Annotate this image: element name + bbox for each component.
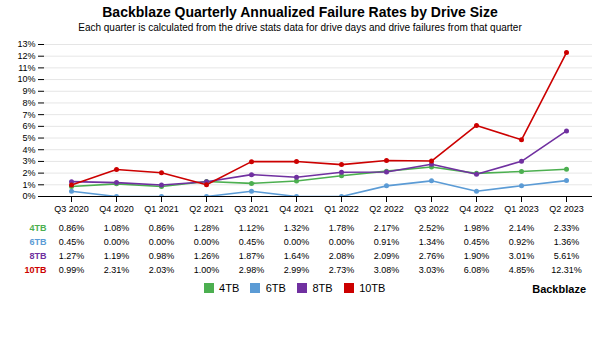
- svg-text:0%: 0%: [22, 191, 35, 201]
- svg-text:0.92%: 0.92%: [509, 237, 535, 247]
- svg-text:0.86%: 0.86%: [149, 223, 175, 233]
- svg-text:0.00%: 0.00%: [104, 237, 130, 247]
- svg-text:2.09%: 2.09%: [374, 251, 400, 261]
- svg-text:13%: 13%: [17, 39, 35, 49]
- html-text:8TB: 8TB: [312, 282, 333, 295]
- svg-text:0.00%: 0.00%: [194, 237, 220, 247]
- svg-text:1.90%: 1.90%: [464, 251, 490, 261]
- html-text:4TB: 4TB: [219, 282, 240, 295]
- svg-text:Q3 2020: Q3 2020: [54, 204, 89, 214]
- html-text:Each quarter is calculated fro: Each quarter is calculated from the driv…: [78, 22, 522, 33]
- svg-text:Q1 2023: Q1 2023: [504, 204, 539, 214]
- html-text:6TB: 6TB: [265, 282, 286, 295]
- svg-text:7%: 7%: [22, 110, 35, 120]
- html-text:Backblaze: Backblaze: [532, 283, 586, 295]
- svg-text:0.45%: 0.45%: [59, 237, 85, 247]
- svg-text:Q3 2021: Q3 2021: [234, 204, 269, 214]
- svg-text:5.61%: 5.61%: [554, 251, 580, 261]
- svg-text:1.27%: 1.27%: [59, 251, 85, 261]
- svg-text:1.12%: 1.12%: [239, 223, 265, 233]
- svg-text:6%: 6%: [22, 121, 35, 131]
- html-text:10TB: 10TB: [359, 282, 386, 295]
- svg-text:12%: 12%: [17, 51, 35, 61]
- svg-text:2.99%: 2.99%: [284, 265, 310, 275]
- svg-text:3.01%: 3.01%: [509, 251, 535, 261]
- svg-text:1.00%: 1.00%: [194, 265, 220, 275]
- svg-text:1.08%: 1.08%: [104, 223, 130, 233]
- svg-text:1.36%: 1.36%: [554, 237, 580, 247]
- svg-text:1%: 1%: [22, 180, 35, 190]
- svg-text:Q4 2020: Q4 2020: [99, 204, 134, 214]
- svg-text:1.28%: 1.28%: [194, 223, 220, 233]
- svg-text:2.33%: 2.33%: [554, 223, 580, 233]
- svg-text:1.26%: 1.26%: [194, 251, 220, 261]
- svg-text:0.86%: 0.86%: [59, 223, 85, 233]
- svg-text:0.91%: 0.91%: [374, 237, 400, 247]
- svg-text:1.78%: 1.78%: [329, 223, 355, 233]
- svg-text:12.31%: 12.31%: [551, 265, 582, 275]
- svg-text:8TB: 8TB: [29, 251, 47, 261]
- svg-text:9%: 9%: [22, 86, 35, 96]
- svg-text:8%: 8%: [22, 98, 35, 108]
- svg-text:2%: 2%: [22, 168, 35, 178]
- svg-text:1.19%: 1.19%: [104, 251, 130, 261]
- svg-text:4.85%: 4.85%: [509, 265, 535, 275]
- svg-text:2.14%: 2.14%: [509, 223, 535, 233]
- svg-text:Q2 2023: Q2 2023: [549, 204, 584, 214]
- svg-text:1.32%: 1.32%: [284, 223, 310, 233]
- svg-text:1.64%: 1.64%: [284, 251, 310, 261]
- svg-text:2.52%: 2.52%: [419, 223, 445, 233]
- svg-text:2.17%: 2.17%: [374, 223, 400, 233]
- html-text:Backblaze Quarterly Annualized: Backblaze Quarterly Annualized Failure R…: [102, 4, 498, 20]
- svg-text:4TB: 4TB: [29, 223, 47, 233]
- svg-text:0.45%: 0.45%: [239, 237, 265, 247]
- svg-text:Q4 2021: Q4 2021: [279, 204, 314, 214]
- svg-text:Q2 2022: Q2 2022: [369, 204, 404, 214]
- svg-text:0.99%: 0.99%: [59, 265, 85, 275]
- svg-text:6.08%: 6.08%: [464, 265, 490, 275]
- svg-text:Q4 2022: Q4 2022: [459, 204, 494, 214]
- svg-text:2.03%: 2.03%: [149, 265, 175, 275]
- svg-text:2.73%: 2.73%: [329, 265, 355, 275]
- svg-text:5%: 5%: [22, 133, 35, 143]
- svg-text:2.76%: 2.76%: [419, 251, 445, 261]
- svg-text:1.87%: 1.87%: [239, 251, 265, 261]
- svg-text:0.00%: 0.00%: [284, 237, 310, 247]
- svg-text:Q1 2022: Q1 2022: [324, 204, 359, 214]
- svg-text:0.00%: 0.00%: [329, 237, 355, 247]
- svg-text:2.31%: 2.31%: [104, 265, 130, 275]
- svg-text:4%: 4%: [22, 145, 35, 155]
- svg-text:Q2 2021: Q2 2021: [189, 204, 224, 214]
- svg-text:11%: 11%: [18, 63, 35, 73]
- svg-text:0.98%: 0.98%: [149, 251, 175, 261]
- svg-text:0.00%: 0.00%: [149, 237, 175, 247]
- svg-text:Q3 2022: Q3 2022: [414, 204, 449, 214]
- svg-text:3.08%: 3.08%: [374, 265, 400, 275]
- svg-text:10%: 10%: [17, 74, 35, 84]
- svg-text:6TB: 6TB: [29, 237, 47, 247]
- svg-text:1.34%: 1.34%: [419, 237, 445, 247]
- svg-text:2.98%: 2.98%: [239, 265, 265, 275]
- svg-text:2.08%: 2.08%: [329, 251, 355, 261]
- svg-text:Q1 2021: Q1 2021: [144, 204, 179, 214]
- svg-text:0.45%: 0.45%: [464, 237, 490, 247]
- svg-text:1.98%: 1.98%: [464, 223, 490, 233]
- svg-text:3%: 3%: [22, 156, 35, 166]
- svg-text:3.03%: 3.03%: [419, 265, 445, 275]
- svg-text:10TB: 10TB: [24, 265, 47, 275]
